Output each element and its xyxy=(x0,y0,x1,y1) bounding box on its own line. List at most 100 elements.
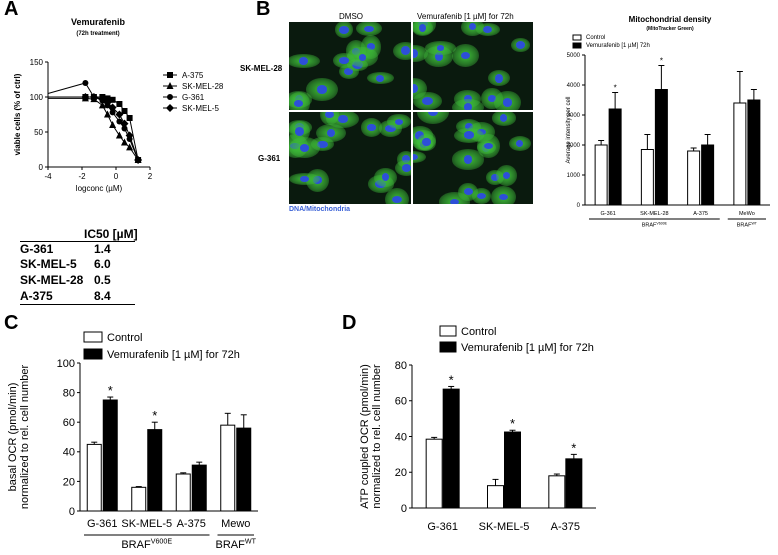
y-tick-label: 60 xyxy=(63,417,75,429)
y-axis-label: basal OCR (pmol/min)normalized to rel. c… xyxy=(7,365,31,510)
nucleus xyxy=(419,24,427,32)
y-tick-label: 40 xyxy=(395,431,407,443)
micro-image-g361-vemurafenib xyxy=(413,112,533,204)
data-point xyxy=(98,95,107,104)
x-category-label: SK-MEL-28 xyxy=(640,211,668,217)
data-point xyxy=(109,96,116,103)
ic50-value: 8.4 xyxy=(94,289,111,303)
y-tick-label: 40 xyxy=(63,447,75,459)
ic50-cell-line: A-375 xyxy=(20,289,53,303)
nucleus xyxy=(483,25,493,34)
x-category-label: Mewo xyxy=(221,518,250,530)
nucleus xyxy=(422,97,433,106)
bar xyxy=(733,102,747,206)
nucleus xyxy=(392,195,403,203)
ic50-value: 1.4 xyxy=(94,242,111,256)
data-point xyxy=(115,110,124,119)
significance-marker: * xyxy=(660,57,663,66)
nucleus xyxy=(499,193,508,201)
data-point xyxy=(116,101,123,107)
x-category-label: G-361 xyxy=(427,521,458,533)
bar xyxy=(442,388,460,509)
x-tick-label: 0 xyxy=(114,172,119,181)
nucleus xyxy=(413,49,418,59)
nucleus xyxy=(502,172,511,180)
nucleus xyxy=(337,115,348,123)
y-tick-label: 0 xyxy=(69,506,75,518)
nucleus xyxy=(344,67,354,76)
micro-image-skmel28-dmso xyxy=(289,22,411,110)
nucleus xyxy=(491,173,499,181)
nucleus xyxy=(358,54,367,61)
nucleus xyxy=(500,114,508,122)
legend-marker xyxy=(166,104,174,112)
y-tick-label: 2000 xyxy=(567,143,581,149)
x-category-label: SK-MEL-5 xyxy=(121,518,172,530)
micro-col-vemurafenib: Vemurafenib [1 µM] for 72h xyxy=(417,12,514,21)
y-tick-label: 20 xyxy=(63,476,75,488)
y-tick-label: 20 xyxy=(395,467,407,479)
micro-col-dmso: DMSO xyxy=(339,12,363,21)
data-point xyxy=(82,80,89,86)
legend-label: SK-MEL-5 xyxy=(182,104,219,113)
nucleus xyxy=(327,129,336,138)
nucleus xyxy=(339,57,349,64)
bar xyxy=(608,108,622,206)
dose-response-chart: Vemurafenib (72h treatment) 0 50 100 150 -4 -2 0… xyxy=(13,17,224,193)
y-tick-label: 100 xyxy=(57,358,75,370)
legend-swatch xyxy=(83,331,103,343)
legend-label: Control xyxy=(461,326,496,338)
nucleus xyxy=(324,112,334,119)
bar xyxy=(504,431,521,509)
nucleus xyxy=(413,84,419,93)
group-label: BRAFWT xyxy=(216,538,257,551)
x-axis-label: logconc (µM) xyxy=(76,184,123,193)
x-tick-label: -2 xyxy=(78,172,86,181)
atp-ocr-chart: 0 20 40 60 80 * G-361 * SK-MEL-5 * A-375 Control Vem… xyxy=(359,325,596,533)
data-point xyxy=(103,98,112,107)
bar xyxy=(425,438,443,509)
data-point xyxy=(108,103,117,112)
legend-label: Vemurafenib [1 µM] for 72h xyxy=(107,349,240,361)
y-tick-label: 80 xyxy=(63,387,75,399)
legend-label: SK-MEL-28 xyxy=(182,82,224,91)
nucleus xyxy=(436,45,445,52)
bar xyxy=(487,485,504,509)
data-point xyxy=(125,131,134,140)
y-tick-label: 80 xyxy=(395,360,407,372)
micro-row-skmel28: SK-MEL-28 xyxy=(240,64,283,73)
nucleus xyxy=(495,73,503,83)
fit-curve xyxy=(48,96,139,161)
x-tick-label: -4 xyxy=(44,172,52,181)
significance-marker: * xyxy=(571,440,576,455)
series-SK-MEL-28 xyxy=(48,94,142,163)
nucleus xyxy=(366,43,376,51)
y-tick-label: 3000 xyxy=(567,113,581,119)
significance-marker: * xyxy=(108,383,113,398)
bar xyxy=(640,149,654,206)
bar xyxy=(220,424,236,512)
data-point xyxy=(109,109,116,116)
group-label: BRAFWT xyxy=(737,221,758,228)
bar xyxy=(654,89,668,206)
legend-label: Vemurafenib [1 µM] 72h xyxy=(586,43,650,49)
nucleus xyxy=(468,23,476,31)
bar xyxy=(102,399,118,512)
nucleus xyxy=(364,25,375,32)
x-category-label: A-375 xyxy=(693,211,708,217)
legend-label: G-361 xyxy=(182,93,205,102)
legend-swatch xyxy=(83,348,103,360)
data-point xyxy=(116,118,123,125)
ic50-cell-line: SK-MEL-28 xyxy=(20,273,84,287)
x-category-label: A-375 xyxy=(551,521,580,533)
ic50-header: IC50 [µM] xyxy=(84,227,138,241)
nucleus xyxy=(384,124,396,133)
nucleus xyxy=(381,173,390,182)
x-category-label: SK-MEL-5 xyxy=(479,521,530,533)
y-tick-label: 1000 xyxy=(567,173,581,179)
x-category-label: G-361 xyxy=(600,211,615,217)
bar xyxy=(236,427,252,512)
nucleus xyxy=(488,95,497,102)
chart-subtitle: (72h treatment) xyxy=(76,31,119,37)
legend-swatch xyxy=(439,341,457,353)
